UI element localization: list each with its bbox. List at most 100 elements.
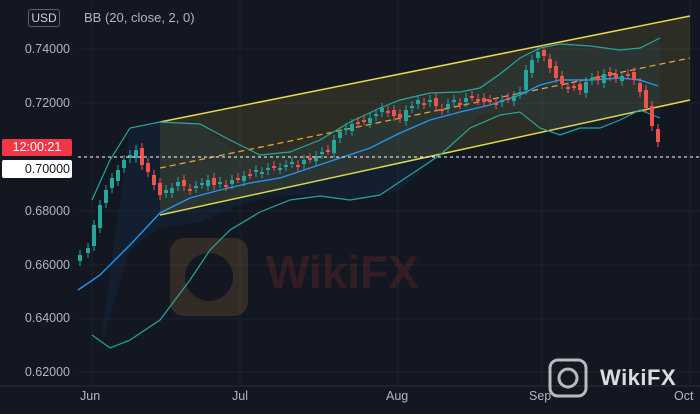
candle-body bbox=[326, 150, 330, 152]
candle-body bbox=[236, 178, 240, 180]
candle-body bbox=[506, 98, 510, 100]
candle-body bbox=[458, 103, 462, 105]
candle-body bbox=[302, 160, 306, 164]
candle-body bbox=[596, 76, 600, 80]
price-label: 0.62000 bbox=[24, 365, 70, 379]
candle-body bbox=[392, 110, 396, 116]
candle-body bbox=[200, 183, 204, 185]
candle-body bbox=[476, 99, 480, 101]
candle-body bbox=[176, 182, 180, 186]
candle-body bbox=[104, 190, 108, 203]
candle-body bbox=[554, 66, 558, 78]
candle-body bbox=[314, 156, 318, 161]
candle-body bbox=[608, 72, 612, 76]
candle-body bbox=[278, 168, 282, 170]
candle-body bbox=[380, 108, 384, 112]
candle-body bbox=[362, 120, 366, 122]
candle-body bbox=[92, 225, 96, 246]
candle-body bbox=[518, 92, 522, 94]
candle-body bbox=[536, 52, 540, 58]
price-label: 0.72000 bbox=[24, 96, 70, 110]
candle-body bbox=[422, 103, 426, 105]
channel-lower-line bbox=[159, 99, 691, 216]
candle-body bbox=[290, 162, 294, 164]
candle-body bbox=[170, 188, 174, 193]
candle-body bbox=[386, 111, 390, 113]
candle-body bbox=[638, 83, 642, 92]
bollinger-band-fill bbox=[100, 38, 660, 348]
candle-body bbox=[260, 172, 264, 174]
candle-body bbox=[494, 103, 498, 105]
candle-body bbox=[470, 96, 474, 98]
candle-body bbox=[332, 140, 336, 153]
candle-body bbox=[308, 158, 312, 160]
month-label: Sep bbox=[529, 389, 552, 403]
month-label: Aug bbox=[386, 389, 409, 403]
candle-body bbox=[632, 72, 636, 80]
candle-body bbox=[224, 185, 228, 187]
candle-body bbox=[530, 60, 534, 73]
price-label: 0.74000 bbox=[24, 42, 70, 56]
watermark-emblem: WikiFX bbox=[170, 238, 419, 316]
candle-body bbox=[560, 76, 564, 84]
candle-body bbox=[620, 76, 624, 81]
candle-body bbox=[650, 106, 654, 126]
month-label: Jun bbox=[80, 389, 101, 403]
candle-body bbox=[188, 189, 192, 191]
candle-body bbox=[656, 129, 660, 142]
candle-body bbox=[452, 100, 456, 102]
candle-body bbox=[218, 182, 222, 184]
candle-body bbox=[128, 155, 132, 158]
candle-body bbox=[488, 100, 492, 102]
candle-body bbox=[152, 175, 156, 185]
candle-body bbox=[140, 148, 144, 165]
price-label: 0.66000 bbox=[24, 258, 70, 272]
bollinger-lower-band bbox=[91, 109, 661, 349]
candle-body bbox=[500, 100, 504, 102]
candle-body bbox=[548, 59, 552, 68]
current-price-tag: 0.70000 bbox=[2, 160, 72, 178]
wikifx-logo-icon bbox=[548, 358, 588, 398]
candle-body bbox=[572, 86, 576, 88]
candle-body bbox=[134, 150, 138, 158]
candle-body bbox=[320, 152, 324, 154]
candle-body bbox=[344, 128, 348, 130]
candle-body bbox=[542, 50, 546, 56]
candle-body bbox=[116, 170, 120, 181]
indicator-legend[interactable]: BB (20, close, 2, 0) bbox=[84, 10, 195, 25]
candle-body bbox=[410, 106, 414, 108]
svg-text:WikiFX: WikiFX bbox=[266, 246, 419, 298]
candle-body bbox=[644, 90, 648, 108]
candle-body bbox=[434, 98, 438, 106]
candle-body bbox=[86, 248, 90, 253]
candle-body bbox=[98, 205, 102, 228]
candle-body bbox=[512, 96, 516, 101]
candle-body bbox=[266, 168, 270, 170]
bar-countdown-tag: 12:00:21 bbox=[2, 139, 72, 156]
candle-body bbox=[206, 180, 210, 186]
candle-body bbox=[404, 110, 408, 121]
month-label: Jul bbox=[232, 389, 248, 403]
candle-body bbox=[296, 165, 300, 167]
candle-body bbox=[338, 132, 342, 138]
candle-body bbox=[464, 98, 468, 102]
candle-body bbox=[164, 190, 168, 193]
price-label: 0.68000 bbox=[24, 204, 70, 218]
candle-body bbox=[614, 74, 618, 78]
candle-body bbox=[374, 114, 378, 116]
candle-body bbox=[482, 98, 486, 102]
candle-body bbox=[78, 255, 82, 261]
candle-body bbox=[428, 100, 432, 102]
candle-body bbox=[578, 84, 582, 90]
candle-body bbox=[626, 74, 630, 76]
candle-body bbox=[194, 186, 198, 188]
currency-badge[interactable]: USD bbox=[28, 9, 60, 27]
candle-body bbox=[272, 166, 276, 168]
candle-body bbox=[602, 74, 606, 83]
bollinger-upper-band bbox=[91, 37, 661, 201]
candle-body bbox=[212, 178, 216, 185]
candle-body bbox=[584, 82, 588, 93]
candle-body bbox=[254, 170, 258, 172]
